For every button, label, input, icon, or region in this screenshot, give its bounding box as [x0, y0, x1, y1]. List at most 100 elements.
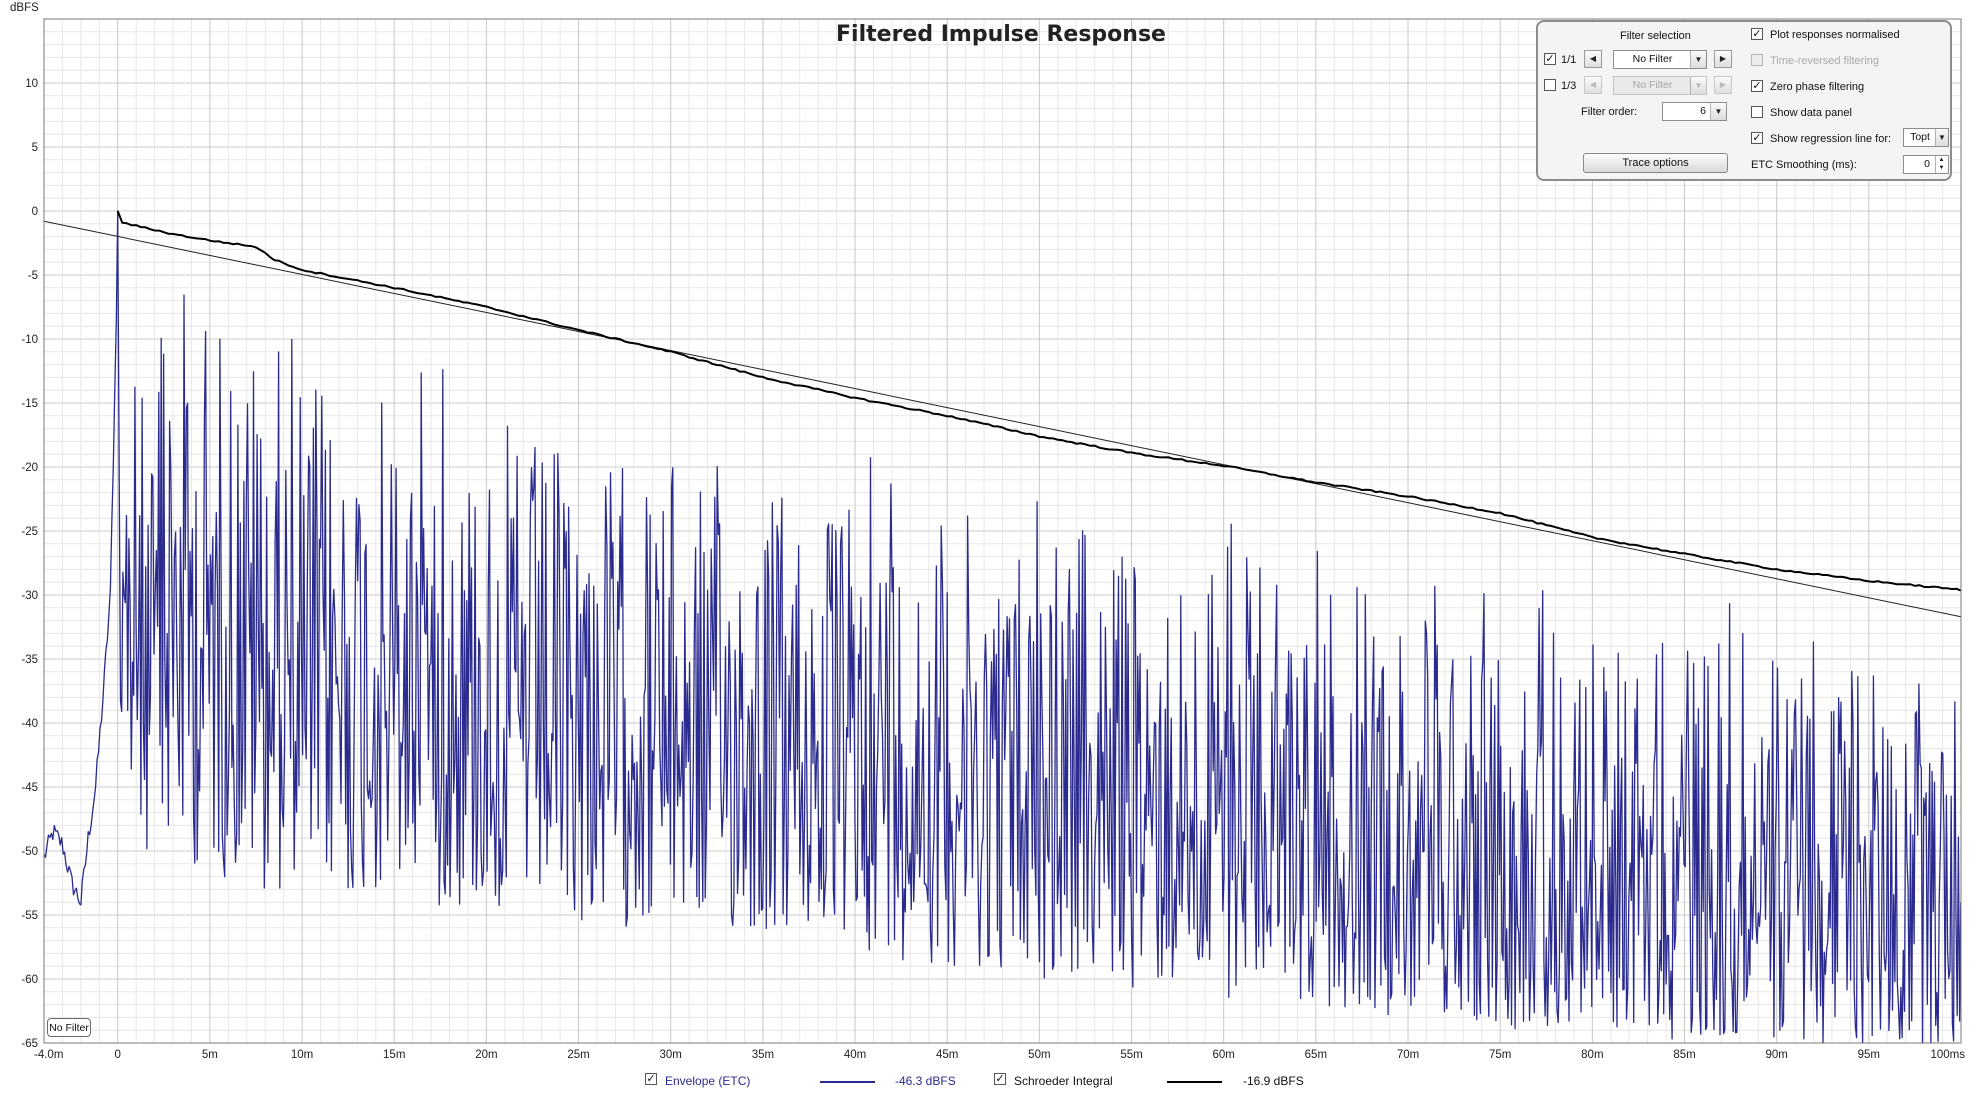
regression-target-select[interactable]: Topt ▼ [1903, 128, 1949, 147]
y-tick-label: -30 [21, 590, 38, 602]
plot-frame [43, 18, 1962, 1044]
x-tick-label: 95m [1858, 1049, 1880, 1061]
chevron-down-icon: ▼ [1710, 103, 1726, 120]
etc-smoothing-label: ETC Smoothing (ms): [1751, 159, 1857, 171]
x-tick-label: 75m [1489, 1049, 1511, 1061]
plot-area [43, 210, 1962, 1044]
schroeder-legend-value: -16.9 dBFS [1243, 1074, 1304, 1088]
x-tick-label: 70m [1397, 1049, 1419, 1061]
spinner-arrows-icon[interactable]: ▲ ▼ [1935, 156, 1947, 173]
third-octave-prev-button[interactable]: ◀ [1584, 76, 1602, 94]
y-tick-label: -20 [21, 462, 38, 474]
x-tick-label: 35m [752, 1049, 774, 1061]
chart-title: Filtered Impulse Response [836, 22, 1166, 47]
x-tick-label: 65m [1305, 1049, 1327, 1061]
y-tick-label: -35 [21, 654, 38, 666]
envelope-legend-label: Envelope (ETC) [665, 1074, 751, 1088]
arrow-left-icon: ◀ [1589, 54, 1597, 63]
y-tick-label: -55 [21, 910, 38, 922]
show-regression-checkbox[interactable]: ✓ [1751, 132, 1763, 144]
third-octave-filter-select[interactable]: No Filter ▼ [1613, 76, 1707, 95]
x-tick-label: 85m [1673, 1049, 1695, 1061]
y-tick-label: 5 [32, 142, 38, 154]
third-octave-filter-label: 1/3 [1561, 80, 1577, 92]
octave-filter-select[interactable]: No Filter ▼ [1613, 50, 1707, 69]
x-tick-label: 0 [115, 1049, 121, 1061]
y-tick-label: -5 [28, 270, 38, 282]
show-data-panel-checkbox[interactable] [1751, 106, 1763, 118]
regression-line [43, 220, 1962, 618]
x-tick-label: 40m [844, 1049, 866, 1061]
x-tick-label: 30m [660, 1049, 682, 1061]
y-tick-label: -15 [21, 398, 38, 410]
show-data-panel-label: Show data panel [1770, 107, 1852, 119]
octave-next-button[interactable]: ▶ [1714, 50, 1732, 68]
x-axis: -4.0m 0 5m 10m 15m 20m 25m 30m 35m 40m 45m 50m 55m 60… [34, 1049, 1965, 1061]
time-reversed-label: Time-reversed filtering [1770, 55, 1880, 67]
y-axis: 10 5 0 -5 -10 -15 -20 -25 -30 -35 -40 -45 -50 -55 -60 -… [21, 78, 38, 1050]
x-tick-label: 90m [1765, 1049, 1787, 1061]
octave-filter-value: No Filter [1632, 53, 1673, 65]
x-tick-label: 15m [383, 1049, 405, 1061]
x-tick-label: 80m [1581, 1049, 1603, 1061]
x-tick-label: 5m [202, 1049, 218, 1061]
octave-filter-label: 1/1 [1561, 54, 1577, 66]
filter-selection-heading: Filter selection [1620, 30, 1691, 42]
y-tick-label: -50 [21, 846, 38, 858]
octave-prev-button[interactable]: ◀ [1584, 50, 1602, 68]
filter-order-label: Filter order: [1581, 106, 1638, 118]
no-filter-badge: No Filter [47, 1018, 91, 1037]
chevron-down-icon: ▼ [1935, 129, 1948, 146]
x-tick-label: 50m [1028, 1049, 1050, 1061]
envelope-visible-checkbox[interactable]: ✓ [645, 1073, 657, 1085]
x-tick-label: 55m [1120, 1049, 1142, 1061]
third-octave-filter-value: No Filter [1632, 79, 1673, 91]
arrow-right-icon: ▶ [1719, 80, 1727, 89]
y-tick-label: 10 [25, 78, 38, 90]
etc-smoothing-input[interactable]: 0 ▲ ▼ [1903, 155, 1949, 174]
chevron-down-icon: ▼ [1690, 77, 1706, 94]
x-tick-label: 25m [567, 1049, 589, 1061]
plot-normalised-checkbox[interactable]: ✓ [1751, 28, 1763, 40]
envelope-etc-series [43, 210, 1962, 1044]
arrow-right-icon: ▶ [1719, 54, 1727, 63]
filter-selection-panel: Filter selection ✓ 1/1 ◀ No Filter ▼ ▶ 1… [1536, 20, 1952, 181]
y-tick-label: -60 [21, 974, 38, 986]
plot-normalised-label: Plot responses normalised [1770, 29, 1900, 41]
chevron-down-icon: ▼ [1690, 51, 1706, 68]
third-octave-filter-checkbox[interactable] [1544, 79, 1556, 91]
regression-target-value: Topt [1910, 131, 1930, 143]
zero-phase-checkbox[interactable]: ✓ [1751, 80, 1763, 92]
x-tick-label: 100ms [1930, 1049, 1965, 1061]
octave-filter-checkbox[interactable]: ✓ [1544, 53, 1556, 65]
zero-phase-label: Zero phase filtering [1770, 81, 1865, 93]
schroeder-integral-series [116, 210, 1962, 592]
filter-order-value: 6 [1700, 105, 1706, 117]
envelope-legend-swatch [820, 1081, 875, 1083]
legend: ✓ Envelope (ETC) -46.3 dBFS ✓ Schroeder … [0, 1070, 1980, 1094]
schroeder-legend-swatch [1167, 1081, 1222, 1083]
x-tick-label: 20m [475, 1049, 497, 1061]
y-tick-label: -25 [21, 526, 38, 538]
show-regression-label: Show regression line for: [1770, 133, 1892, 145]
time-reversed-checkbox[interactable] [1751, 54, 1763, 66]
x-tick-label: 10m [291, 1049, 313, 1061]
x-tick-label: 60m [1213, 1049, 1235, 1061]
etc-smoothing-value: 0 [1924, 158, 1930, 170]
schroeder-legend-label: Schroeder Integral [1014, 1074, 1113, 1088]
y-tick-label: -45 [21, 782, 38, 794]
y-tick-label: -65 [21, 1038, 38, 1050]
x-tick-label: -4.0m [34, 1049, 63, 1061]
schroeder-visible-checkbox[interactable]: ✓ [994, 1073, 1006, 1085]
third-octave-next-button[interactable]: ▶ [1714, 76, 1732, 94]
x-tick-label: 45m [936, 1049, 958, 1061]
y-tick-label: -10 [21, 334, 38, 346]
filter-order-select[interactable]: 6 ▼ [1662, 102, 1727, 121]
y-tick-label: 0 [32, 206, 38, 218]
envelope-legend-value: -46.3 dBFS [895, 1074, 956, 1088]
y-tick-label: -40 [21, 718, 38, 730]
y-axis-unit-label: dBFS [10, 2, 39, 14]
trace-options-button[interactable]: Trace options [1583, 153, 1728, 173]
arrow-left-icon: ◀ [1589, 80, 1597, 89]
